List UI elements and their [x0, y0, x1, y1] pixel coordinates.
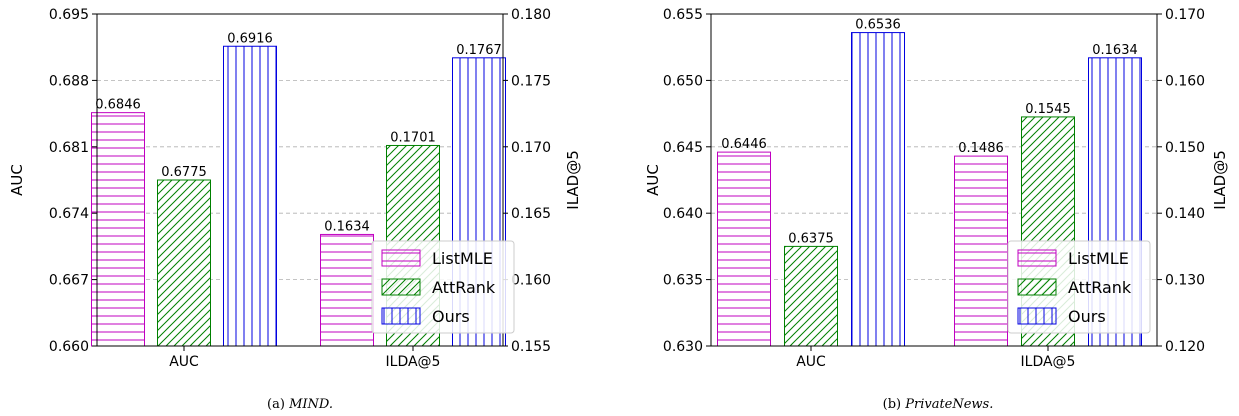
data-label: 0.1545: [1025, 102, 1071, 117]
x-ticks-a: AUC ILDA@5: [169, 346, 440, 370]
bar-listmle: [91, 112, 145, 347]
x-tick-label: ILDA@5: [386, 354, 441, 370]
y2-tick-label: 0.180: [511, 7, 551, 23]
y-axis-label-left-a: AUC: [8, 164, 26, 196]
y2-tick-label: 0.160: [511, 273, 551, 289]
bar-attrank: [784, 245, 838, 347]
data-label: 0.1701: [390, 130, 436, 145]
data-label: 0.6446: [721, 137, 767, 152]
legend-swatch-ours: [1017, 307, 1057, 325]
y2-tick-label: 0.140: [1165, 206, 1205, 222]
bar-ours: [223, 45, 277, 347]
y-tick-label: 0.667: [49, 273, 89, 289]
bar-listmle: [717, 151, 771, 347]
data-label: 0.6536: [855, 18, 901, 33]
data-label: 0.6916: [227, 31, 273, 46]
right-ticks-b: 0.120 0.130 0.140 0.150 0.160 0.170: [1157, 7, 1205, 355]
x-tick-label: AUC: [169, 354, 199, 370]
legend-label-attrank: AttRank: [432, 278, 496, 297]
y-tick-label: 0.635: [663, 273, 703, 289]
y-tick-label: 0.674: [49, 206, 89, 222]
plot-frame-b: [710, 13, 1158, 347]
bar-listmle: [320, 233, 374, 347]
y2-tick-label: 0.150: [1165, 140, 1205, 156]
x-ticks-b: AUC ILDA@5: [796, 346, 1075, 370]
data-label: 0.1486: [958, 141, 1004, 156]
caption-b: (b) PrivateNews.: [883, 397, 994, 412]
legend-swatch-attrank: [1017, 278, 1057, 296]
data-label: 0.1634: [1092, 43, 1138, 58]
y-tick-label: 0.660: [49, 339, 89, 355]
legend-swatch-listmle: [1017, 249, 1057, 267]
bar-attrank: [157, 179, 211, 347]
y-tick-label: 0.650: [663, 73, 703, 89]
legend-a: ListMLE AttRank Ours: [371, 240, 515, 334]
bar-listmle: [954, 155, 1008, 347]
y-tick-label: 0.695: [49, 7, 89, 23]
bar-ours: [851, 32, 905, 347]
x-tick-label: AUC: [796, 354, 826, 370]
data-label: 0.6375: [788, 231, 834, 246]
y2-tick-label: 0.130: [1165, 273, 1205, 289]
caption-a: (a) MIND.: [267, 397, 333, 412]
y2-tick-label: 0.170: [511, 140, 551, 156]
y2-tick-label: 0.120: [1165, 339, 1205, 355]
y-axis-label-left-b: AUC: [644, 164, 662, 196]
y2-tick-label: 0.155: [511, 339, 551, 355]
data-label: 0.6775: [161, 165, 207, 180]
y2-tick-label: 0.165: [511, 206, 551, 222]
legend-swatch-ours: [381, 307, 421, 325]
legend-label-ours: Ours: [432, 307, 470, 326]
legend-label-attrank: AttRank: [1068, 278, 1132, 297]
right-ticks-a: 0.155 0.160 0.165 0.170 0.175 0.180: [503, 7, 551, 355]
legend-label-listmle: ListMLE: [432, 249, 493, 268]
y2-tick-label: 0.175: [511, 73, 551, 89]
x-tick-label: ILDA@5: [1021, 354, 1076, 370]
chart-panel-b: 0.6446 0.6375 0.6536 0.1486 0.1545 0.1634 0.6…: [644, 7, 1229, 412]
plot-frame-a: [96, 13, 504, 347]
data-label: 0.6846: [95, 98, 141, 113]
y-tick-label: 0.630: [663, 339, 703, 355]
y-axis-label-right-a: ILAD@5: [564, 150, 582, 209]
y-tick-label: 0.645: [663, 140, 703, 156]
chart-panel-a: 0.6846 0.6775 0.6916 0.1634 0.1701 0.1767 0.6…: [8, 7, 582, 412]
data-label: 0.1767: [456, 43, 502, 58]
y-tick-label: 0.655: [663, 7, 703, 23]
data-label: 0.1634: [324, 219, 370, 234]
y2-tick-label: 0.170: [1165, 7, 1205, 23]
y-tick-label: 0.688: [49, 73, 89, 89]
legend-swatch-listmle: [381, 249, 421, 267]
legend-swatch-attrank: [381, 278, 421, 296]
legend-label-ours: Ours: [1068, 307, 1106, 326]
left-ticks-b: 0.630 0.635 0.640 0.645 0.650 0.655: [663, 7, 711, 355]
y2-tick-label: 0.160: [1165, 73, 1205, 89]
y-tick-label: 0.640: [663, 206, 703, 222]
y-tick-label: 0.681: [49, 140, 89, 156]
legend-label-listmle: ListMLE: [1068, 249, 1129, 268]
left-ticks-a: 0.660 0.667 0.674 0.681 0.688 0.695: [49, 7, 97, 355]
legend-b: ListMLE AttRank Ours: [1007, 240, 1151, 334]
y-axis-label-right-b: ILAD@5: [1211, 150, 1229, 209]
